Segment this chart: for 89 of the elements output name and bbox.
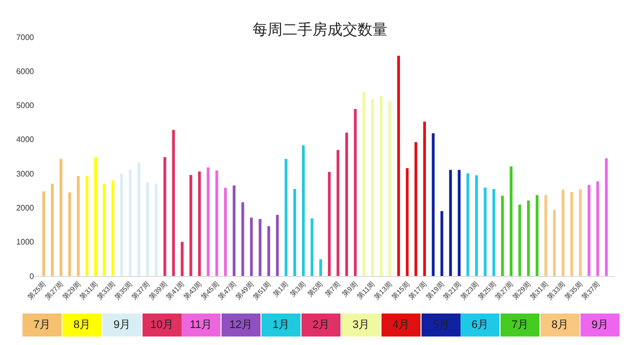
bar	[42, 191, 46, 276]
bar	[432, 133, 435, 276]
bar	[250, 218, 253, 276]
bar	[102, 184, 106, 276]
bar	[68, 192, 72, 276]
bar	[128, 170, 132, 276]
bar	[276, 214, 279, 276]
y-tick-label: 3000	[16, 169, 35, 178]
bar	[232, 186, 236, 276]
bar	[86, 176, 88, 276]
bar	[163, 157, 166, 276]
bar	[449, 170, 452, 276]
y-tick-label: 2000	[16, 204, 35, 213]
y-tick-label: 7000	[16, 32, 35, 42]
bar	[380, 96, 383, 276]
bar	[458, 170, 461, 276]
text: 8月	[73, 319, 91, 331]
bar	[588, 184, 590, 276]
bar	[484, 188, 487, 276]
bar	[371, 99, 374, 276]
bar	[501, 196, 504, 276]
bar	[388, 100, 392, 276]
text: 9月	[591, 319, 609, 331]
text: 7月	[511, 319, 529, 331]
bar	[180, 242, 184, 276]
text: 11月	[190, 319, 212, 331]
bar	[224, 188, 227, 276]
bar	[336, 150, 340, 276]
text: 4月	[392, 319, 410, 331]
bar	[596, 181, 600, 276]
bar	[423, 122, 426, 276]
bar	[578, 189, 582, 276]
bar	[570, 192, 574, 276]
text: 7月	[33, 319, 51, 331]
text: 10月	[150, 319, 174, 331]
bar	[154, 184, 158, 276]
bar	[562, 190, 564, 276]
bar	[146, 182, 149, 276]
bar	[492, 188, 496, 276]
bar	[310, 218, 314, 276]
bar	[414, 142, 418, 276]
bar	[553, 210, 556, 276]
y-tick-label: 0	[30, 272, 35, 281]
bar	[466, 173, 470, 276]
bar	[475, 175, 478, 276]
y-tick-label: 1000	[16, 238, 35, 247]
bar	[527, 200, 530, 276]
text: 5月	[432, 319, 450, 331]
chart-title: 每周二手房成交数量	[252, 22, 388, 39]
text: 8月	[551, 319, 569, 331]
bar	[345, 132, 348, 276]
bar	[172, 130, 175, 276]
y-tick-label: 6000	[16, 66, 35, 76]
text: 1月	[272, 319, 290, 331]
bar	[544, 195, 548, 276]
text: 12月	[229, 319, 253, 331]
text: 9月	[113, 319, 131, 331]
text: 6月	[471, 319, 489, 331]
bar	[60, 158, 62, 276]
bar	[293, 188, 296, 276]
bar	[94, 157, 97, 276]
bar	[406, 168, 409, 276]
bar	[397, 56, 400, 276]
bar	[206, 167, 210, 276]
bar	[112, 180, 114, 276]
bar	[120, 174, 123, 276]
y-tick-label: 4000	[16, 135, 35, 144]
text: 2月	[312, 319, 330, 331]
bar	[241, 202, 244, 276]
bar	[189, 174, 192, 276]
bar	[76, 176, 80, 276]
bar	[267, 226, 270, 276]
bar	[362, 92, 366, 276]
text: 3月	[352, 319, 370, 331]
bar	[536, 195, 538, 276]
bar	[138, 162, 140, 276]
bar	[440, 211, 444, 276]
bar	[284, 158, 288, 276]
bar	[604, 158, 608, 276]
bar	[518, 204, 522, 276]
bar	[354, 109, 357, 276]
bar	[510, 166, 512, 276]
bar	[198, 172, 201, 276]
bar	[50, 184, 54, 276]
bar	[328, 172, 331, 276]
y-tick-label: 5000	[16, 101, 35, 110]
bar	[258, 218, 262, 276]
bar	[302, 145, 305, 276]
bar	[215, 170, 218, 276]
